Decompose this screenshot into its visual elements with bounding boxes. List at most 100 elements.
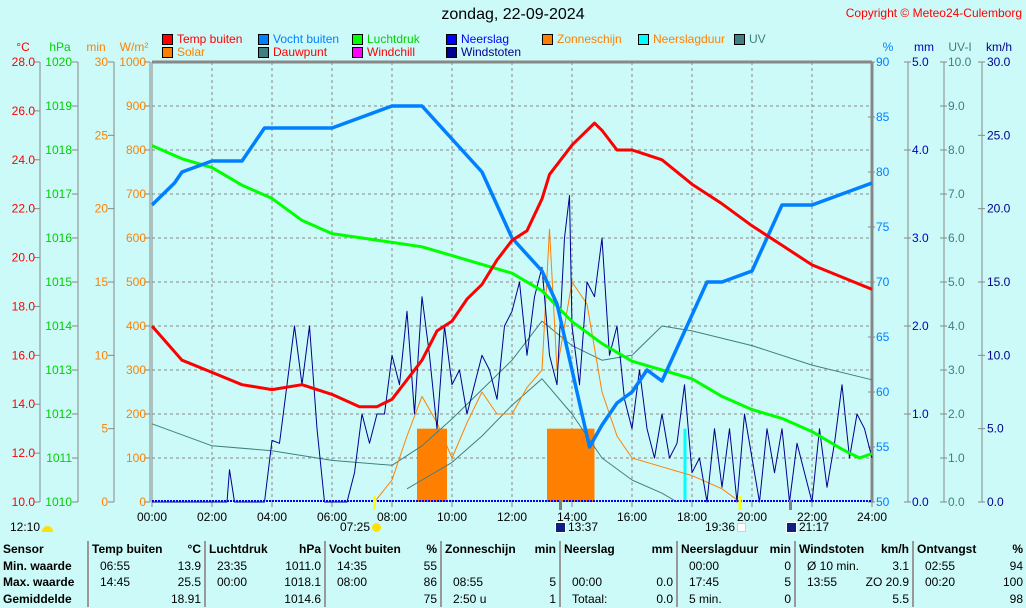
sunset-time: 19:36 [705,520,736,534]
legend-swatch [352,33,363,45]
cell-value: 1 [549,591,556,606]
header-unit: km/h [880,542,909,557]
legend-label: Windstoten [461,45,522,59]
axis-tick-label-uv: 4.0 [948,319,965,333]
legend-item: Temp buiten [162,32,242,46]
bar-neerslagduur [683,428,687,502]
axis-tick-label-uv: 8.0 [948,143,965,157]
header-cell: Neerslag mm [559,541,677,558]
header-unit: % [1012,542,1023,557]
cell-time: 02:55 [925,558,956,573]
axis-tick-label-solar: 400 [126,319,146,333]
axis-tick-label-temp: 24.0 [12,153,36,167]
legend-item: Neerslag [446,32,509,46]
legend-item: Luchtdruk [352,32,420,46]
axis-tick-label-solar: 600 [126,231,146,245]
row-label: Gemiddelde [3,591,72,606]
x-tick-label: 20:00 [737,510,767,524]
axis-tick-label-solar: 0 [139,495,146,509]
axis-tick-label-humidity: 65 [876,330,890,344]
x-tick-label: 14:00 [557,510,587,524]
axis-unit-uv: UV-I [948,40,972,54]
header-label: Windstoten [799,542,865,557]
header-cell: Windstoten km/h [794,541,913,558]
axis-tick-label-solar: 100 [126,451,146,465]
cell-value: 3.1 [892,558,909,573]
legend-label: Luchtdruk [367,32,420,46]
axis-tick-label-pressure: 1015 [45,275,72,289]
legend-swatch [162,46,173,58]
table-cell: 17:45 5 [676,574,795,591]
statistics-table: Sensor Temp buiten °C Luchtdruk hPa Vocht bui… [0,541,1026,607]
cell-value: ZO 20.9 [865,575,909,590]
cell-time: 08:00 [337,575,368,590]
legend-label: Windchill [367,45,416,59]
sunrise-label: 07:25 [340,520,382,534]
header-cell: Neerslagduur min [676,541,795,558]
x-tick-label: 06:00 [317,510,347,524]
axis-tick-label-uv: 3.0 [948,363,965,377]
axis-tick-label-minutes: 0 [101,495,108,509]
axis-tick-label-temp: 22.0 [12,202,36,216]
axis-tick-label-temp: 16.0 [12,348,36,362]
cell-time: 5 min. [689,591,722,606]
cell-time: 2:50 u [453,591,487,606]
axis-tick-label-uv: 5.0 [948,275,965,289]
axis-tick-label-wind: 25.0 [987,128,1011,142]
sunrise-time: 07:25 [340,520,371,534]
x-tick-label: 02:00 [197,510,227,524]
cell-value: 0 [784,558,791,573]
cell-value: 5 [549,575,556,590]
header-label: Zonneschijn [445,542,516,557]
cell-time [329,592,337,606]
legend-item: Zonneschijn [542,32,622,46]
row-label: Max. waarde [3,575,75,590]
axis-tick-label-wind: 15.0 [987,275,1011,289]
table-cell: 00:20 100 [912,574,1026,591]
legend-swatch [352,46,363,58]
legend-label: Vocht buiten [273,32,340,46]
cell-value: 1018.1 [284,575,321,590]
series-windstoten [152,195,873,503]
axis-tick-label-humidity: 75 [876,220,890,234]
cell-time: Ø 10 min. [807,558,860,573]
legend-swatch [542,33,553,45]
table-cell: Ø 10 min. 3.1 [794,557,913,574]
axis-tick-label-wind: 30.0 [987,55,1011,69]
table-header-row: Sensor Temp buiten °C Luchtdruk hPa Vocht bui… [0,541,1026,558]
table-cell: 08:55 5 [440,574,560,591]
axis-tick-label-solar: 500 [126,275,146,289]
cell-time: Totaal: [572,591,608,606]
axis-tick-label-solar: 900 [126,99,146,113]
legend-item: Windstoten [446,45,521,59]
bar-zonneschijn [417,428,447,502]
cell-time: 00:00 [689,558,720,573]
cell-time: 17:45 [689,575,720,590]
cell-value: 5 [784,575,791,590]
cell-time: 23:35 [217,558,248,573]
cell-time: 08:55 [453,575,484,590]
legend-label: Dauwpunt [273,45,328,59]
row-label: Min. waarde [3,558,72,573]
legend-item: Dauwpunt [258,45,327,59]
cell-time [917,592,925,606]
axis-unit-solar: W/m² [119,40,149,54]
legend-swatch [734,33,745,45]
cell-value: 100 [1002,575,1023,590]
header-sensor: Sensor [3,542,44,557]
header-label: Luchtdruk [209,542,268,557]
axis-tick-label-wind: 10.0 [987,348,1011,362]
legend-label: Neerslagduur [653,32,726,46]
axis-tick-label-rain: 0.0 [912,495,929,509]
solar-noon-label: 12:10 [10,520,54,534]
axis-tick-label-humidity: 80 [876,165,890,179]
legend-swatch [446,46,457,58]
axis-tick-label-minutes: 10 [95,348,109,362]
legend-swatch [446,33,457,45]
series-vocht-buiten [150,104,873,449]
axis-tick-label-pressure: 1010 [45,495,72,509]
axis-tick-label-humidity: 85 [876,110,890,124]
cell-value: 1011.0 [285,558,321,573]
x-tick-label: 16:00 [617,510,647,524]
legend-item: Windchill [352,45,415,59]
